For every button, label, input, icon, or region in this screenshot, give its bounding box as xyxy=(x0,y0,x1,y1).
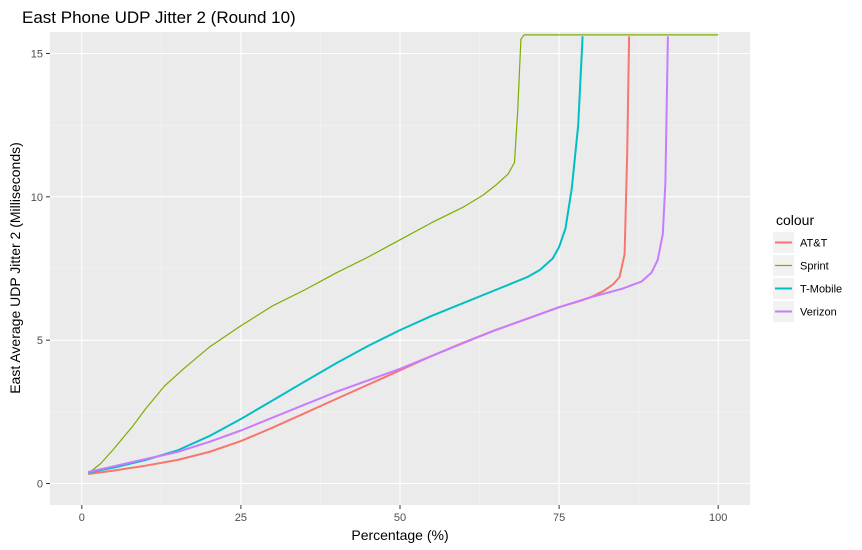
x-tick-label: 0 xyxy=(79,512,85,524)
y-tick-label: 0 xyxy=(37,479,43,491)
legend: colour AT&T Sprint T-Mobile Verizon xyxy=(773,212,842,322)
chart-title: East Phone UDP Jitter 2 (Round 10) xyxy=(22,8,296,27)
grid-lines xyxy=(50,32,750,505)
x-tick-label: 25 xyxy=(235,512,247,524)
y-tick-label: 15 xyxy=(31,49,43,61)
y-tick-label: 10 xyxy=(31,192,43,204)
legend-label-at-t: AT&T xyxy=(800,238,828,250)
legend-label-t-mobile: T-Mobile xyxy=(800,284,842,296)
x-tick-label: 50 xyxy=(394,512,406,524)
series-line-t-mobile xyxy=(88,36,584,474)
series-line-sprint xyxy=(87,34,719,474)
series-lines xyxy=(87,34,719,475)
x-tick-label: 75 xyxy=(553,512,565,524)
y-tick-label: 5 xyxy=(37,335,43,347)
x-axis-title: Percentage (%) xyxy=(351,527,448,543)
axis-ticks: 0 25 50 75 100 0 5 10 15 xyxy=(31,49,728,525)
legend-title: colour xyxy=(776,212,814,228)
x-tick-label: 100 xyxy=(709,512,727,524)
series-line-verizon xyxy=(87,36,669,473)
legend-label-verizon: Verizon xyxy=(800,307,837,319)
legend-label-sprint: Sprint xyxy=(800,261,829,273)
y-axis-title: East Average UDP Jitter 2 (Milliseconds) xyxy=(7,142,23,394)
